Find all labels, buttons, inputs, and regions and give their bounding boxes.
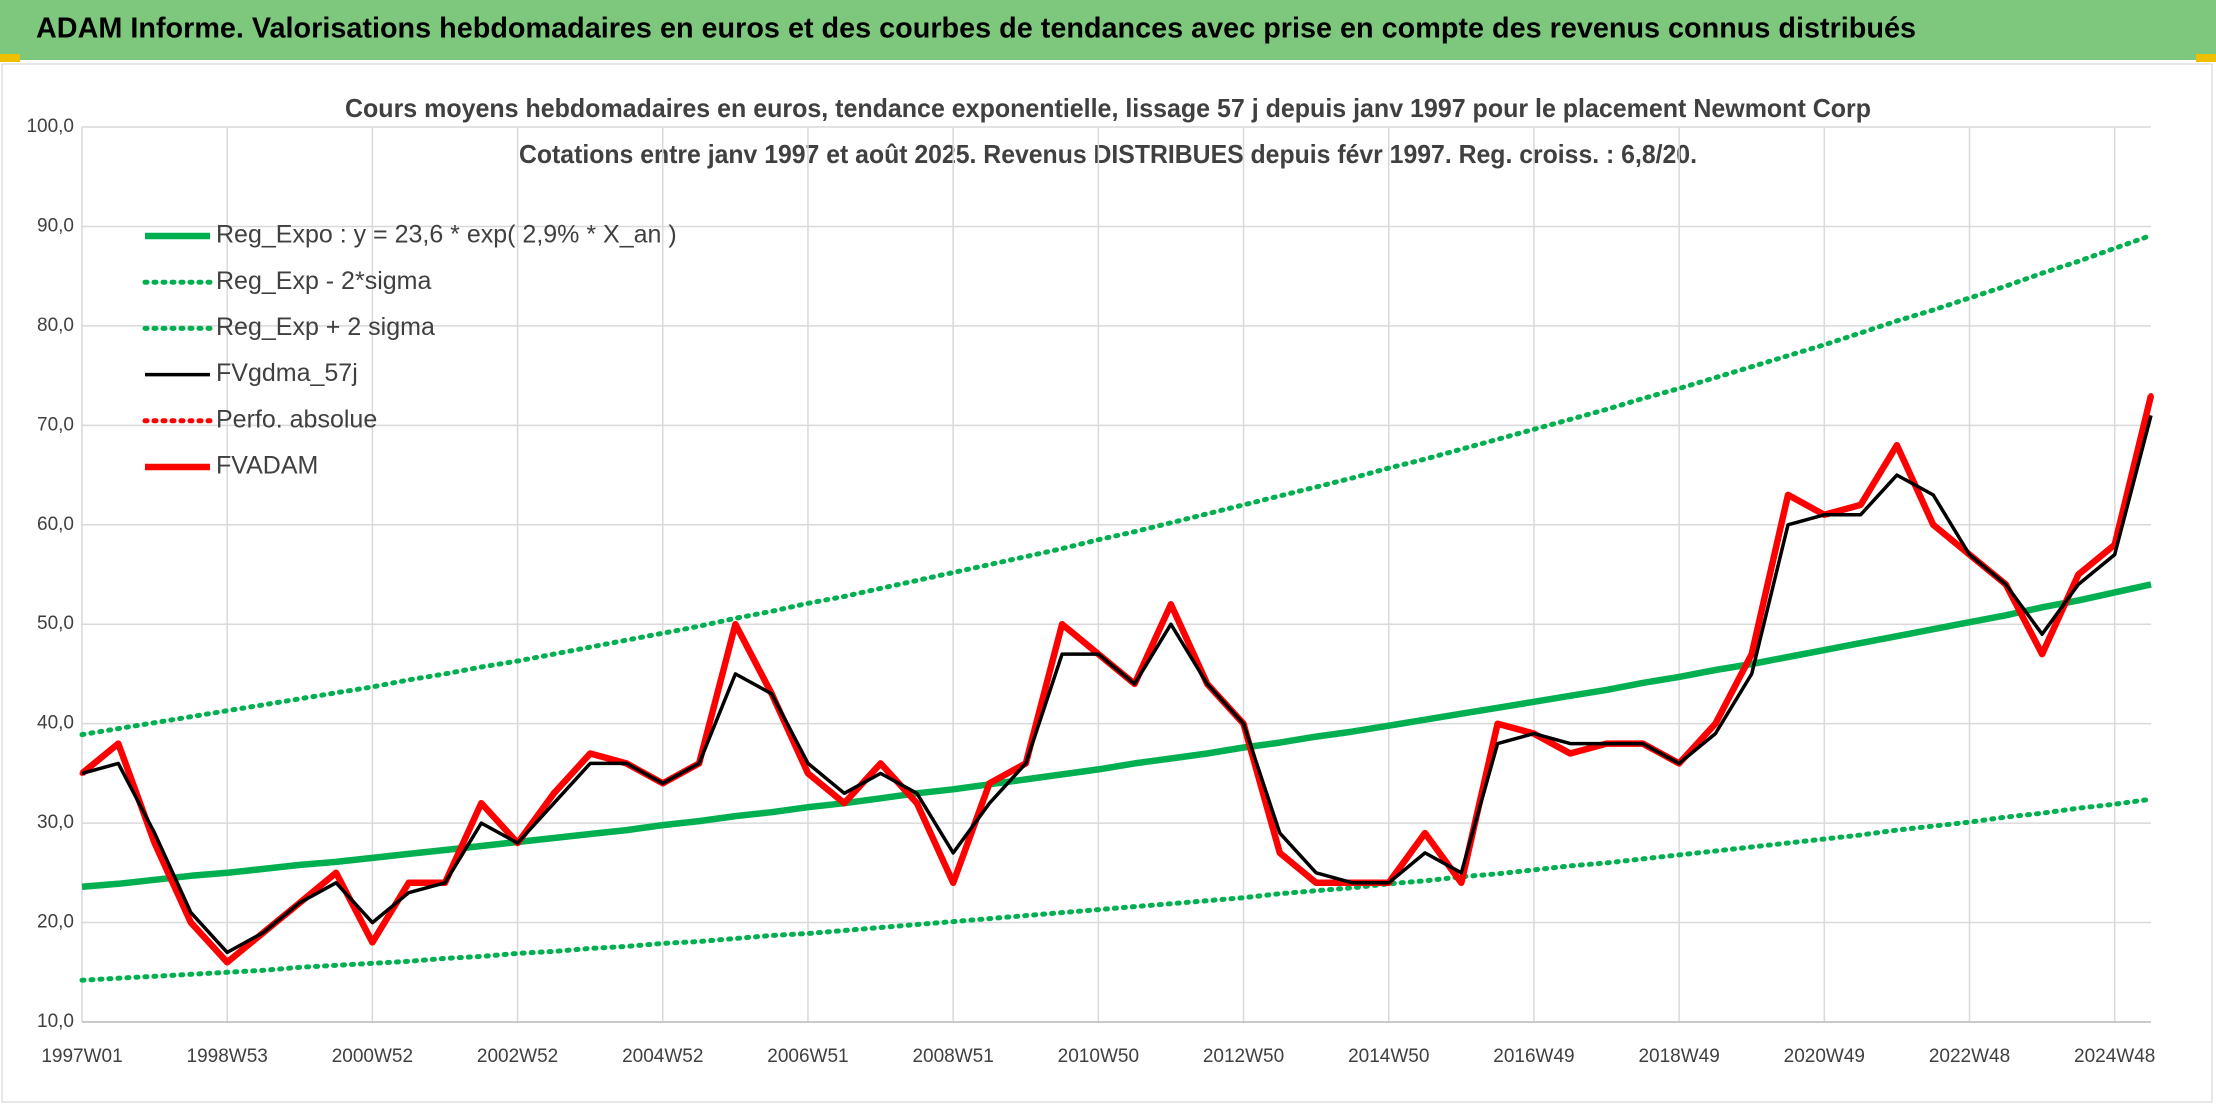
header-title: ADAM Informe. Valorisations hebdomadaire… bbox=[36, 13, 1916, 45]
x-tick-label: 2008W51 bbox=[912, 1046, 993, 1067]
chart-subtitle: Cotations entre janv 1997 et août 2025. … bbox=[519, 139, 1697, 169]
y-tick-label: 50,0 bbox=[37, 613, 74, 634]
legend-label: Reg_Exp + 2 sigma bbox=[216, 313, 435, 341]
x-tick-label: 2002W52 bbox=[477, 1046, 558, 1067]
x-tick-label: 2024W48 bbox=[2074, 1046, 2155, 1067]
x-tick-label: 2000W52 bbox=[332, 1046, 413, 1067]
x-tick-label: 1998W53 bbox=[187, 1046, 268, 1067]
y-tick-label: 30,0 bbox=[37, 812, 74, 833]
x-tick-label: 2010W50 bbox=[1058, 1046, 1139, 1067]
y-tick-label: 40,0 bbox=[37, 713, 74, 734]
x-tick-label: 2022W48 bbox=[1929, 1046, 2010, 1067]
x-tick-label: 2020W49 bbox=[1784, 1046, 1865, 1067]
y-tick-label: 10,0 bbox=[37, 1011, 74, 1032]
header-band bbox=[0, 0, 2216, 60]
legend-label: FVgdma_57j bbox=[216, 359, 358, 387]
corner-mark bbox=[2196, 54, 2216, 62]
legend-label: Reg_Expo : y = 23,6 * exp( 2,9% * X_an ) bbox=[216, 221, 677, 249]
x-tick-label: 2014W50 bbox=[1348, 1046, 1429, 1067]
legend-label: Perfo. absolue bbox=[216, 405, 377, 433]
legend-label: Reg_Exp - 2*sigma bbox=[216, 267, 431, 295]
x-tick-label: 1997W01 bbox=[41, 1046, 122, 1067]
y-tick-label: 60,0 bbox=[37, 514, 74, 535]
x-tick-label: 2004W52 bbox=[622, 1046, 703, 1067]
series-line bbox=[79, 232, 2154, 738]
x-tick-label: 2018W49 bbox=[1638, 1046, 1719, 1067]
x-tick-label: 2006W51 bbox=[767, 1046, 848, 1067]
legend-label: FVADAM bbox=[216, 452, 318, 480]
series-line bbox=[81, 414, 2153, 955]
y-tick-label: 90,0 bbox=[37, 215, 74, 236]
y-tick-label: 20,0 bbox=[37, 912, 74, 933]
y-tick-label: 80,0 bbox=[37, 315, 74, 336]
series-line bbox=[81, 581, 2152, 891]
series-line bbox=[79, 796, 2154, 983]
y-tick-label: 70,0 bbox=[37, 414, 74, 435]
x-tick-label: 2016W49 bbox=[1493, 1046, 1574, 1067]
x-tick-label: 2012W50 bbox=[1203, 1046, 1284, 1067]
y-tick-label: 100,0 bbox=[26, 116, 74, 137]
chart-frame bbox=[1, 63, 2213, 1103]
corner-mark bbox=[0, 54, 20, 62]
chart-title: Cours moyens hebdomadaires en euros, ten… bbox=[345, 93, 1871, 123]
